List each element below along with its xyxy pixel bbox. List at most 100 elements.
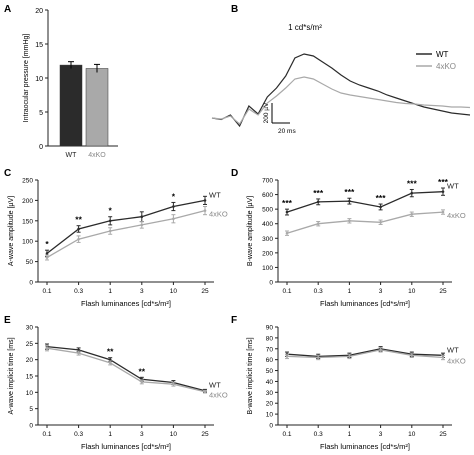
trace-WT	[211, 53, 471, 128]
x-tick-label: 4xKO	[88, 152, 106, 159]
y-tick-label: 250	[22, 178, 33, 185]
y-axis-label: B-wave implicit time [ms]	[247, 337, 254, 414]
y-tick-label: 300	[262, 236, 273, 243]
x-tick-label: 0.3	[74, 431, 83, 438]
data-point	[348, 219, 351, 223]
panel-letter-F: F	[231, 315, 237, 326]
y-tick-label: 20	[35, 8, 43, 15]
y-tick-label: 20	[266, 401, 274, 408]
x-tick-label: 0.1	[282, 431, 291, 438]
y-tick-label: 50	[26, 259, 34, 266]
series-line-WT	[286, 348, 444, 358]
x-tick-label: 10	[408, 431, 416, 438]
data-point	[316, 356, 320, 359]
y-tick-label: 150	[22, 218, 33, 225]
significance-marker: **	[107, 347, 114, 357]
scale-label: 200 µV	[263, 102, 270, 123]
data-point	[203, 209, 207, 212]
x-tick-label: 25	[201, 431, 209, 438]
data-point	[45, 346, 49, 350]
data-point	[140, 215, 144, 219]
data-point	[172, 205, 175, 208]
y-tick-label: 25	[26, 341, 34, 348]
x-tick-label: 1	[348, 288, 352, 295]
data-point	[285, 210, 289, 214]
series-line-WT	[46, 199, 206, 254]
x-tick-label: 3	[379, 288, 383, 295]
data-point	[108, 219, 112, 223]
significance-marker: **	[138, 366, 145, 376]
y-tick-label: 80	[266, 335, 274, 342]
data-point	[108, 229, 112, 233]
x-tick-label: 0.1	[42, 431, 51, 438]
x-tick-label: 0.3	[74, 288, 83, 295]
x-tick-label: 1	[108, 431, 112, 438]
y-axis-label: B-wave amplitude [µV]	[247, 196, 254, 266]
data-point	[379, 205, 382, 209]
y-tick-label: 40	[266, 379, 274, 386]
significance-marker: ***	[344, 187, 355, 197]
x-tick-label: 1	[108, 288, 112, 295]
y-tick-label: 30	[26, 325, 34, 332]
x-tick-label: 3	[140, 431, 144, 438]
data-point	[379, 348, 382, 352]
x-tick-label: 25	[201, 288, 209, 295]
y-tick-label: 70	[266, 346, 274, 353]
y-tick-label: 15	[35, 42, 43, 49]
data-point	[77, 227, 80, 231]
data-point	[172, 382, 175, 386]
y-tick-label: 30	[266, 390, 274, 397]
series-line-4xKO	[286, 211, 444, 234]
y-tick-label: 400	[262, 221, 273, 228]
x-tick-label: 0.3	[314, 431, 323, 438]
bar	[59, 64, 83, 147]
data-point	[108, 361, 112, 365]
panel-f-line-chart: 0 10 20 30 40 50 60 70 80 90 0.1 0.3 1 3 10 25 Flash lum…	[247, 325, 466, 452]
series-line-4xKO	[46, 209, 206, 259]
stimulus-annotation: 1 cd*s/m²	[288, 23, 322, 32]
y-axis-label: A-wave amplitude [µV]	[8, 196, 15, 266]
y-tick-label: 600	[262, 192, 273, 199]
x-tick-label: 25	[439, 288, 447, 295]
y-tick-label: 500	[262, 207, 273, 214]
y-tick-label: 10	[266, 412, 274, 419]
y-tick-label: 20	[26, 357, 34, 364]
y-tick-label: 100	[22, 239, 33, 246]
x-tick-label: 0.3	[314, 288, 323, 295]
data-point	[108, 358, 112, 361]
y-tick-label: 200	[22, 198, 33, 205]
y-tick-label: 0	[39, 144, 43, 151]
data-point	[140, 223, 144, 227]
x-tick-label: 1	[348, 431, 352, 438]
y-axis-label: A-wave implicit time [ms]	[8, 337, 15, 414]
series-label: 4xKO	[447, 356, 466, 365]
x-axis-label: Flash luminances [cd*s/m²]	[81, 299, 171, 308]
data-point	[410, 212, 414, 216]
significance-marker: ***	[376, 193, 387, 203]
y-tick-label: 10	[26, 390, 34, 397]
panel-letter-A: A	[4, 4, 11, 15]
panel-c-line-chart: 0 50 100 150 200 250 0.1 0.3 1 3 10 25 Flash luminan…	[8, 178, 228, 309]
data-point	[410, 191, 414, 195]
data-point	[441, 356, 445, 359]
significance-marker: **	[75, 215, 82, 225]
data-point	[77, 351, 80, 355]
data-point	[285, 231, 289, 235]
panel-e-line-chart: 0 5 10 15 20 25 30 0.1 0.3 1 3 10 25 Flash luminances…	[8, 325, 228, 452]
data-point	[203, 199, 207, 202]
x-tick-label: 10	[170, 431, 178, 438]
series-line-4xKO	[46, 347, 206, 393]
panel-b-erg-traces: 1 cd*s/m² WT 4xKO 200 µV 20 ms	[211, 23, 471, 135]
data-point	[316, 200, 320, 204]
legend-label: WT	[436, 50, 449, 59]
x-axis-label: Flash luminances [cd*s/m²]	[320, 442, 410, 451]
series-label: 4xKO	[209, 210, 228, 219]
x-tick-label: WT	[66, 152, 78, 159]
data-point	[45, 256, 49, 259]
y-tick-label: 5	[29, 406, 33, 413]
bar	[85, 68, 109, 147]
x-tick-label: 25	[439, 431, 447, 438]
data-point	[441, 210, 445, 214]
